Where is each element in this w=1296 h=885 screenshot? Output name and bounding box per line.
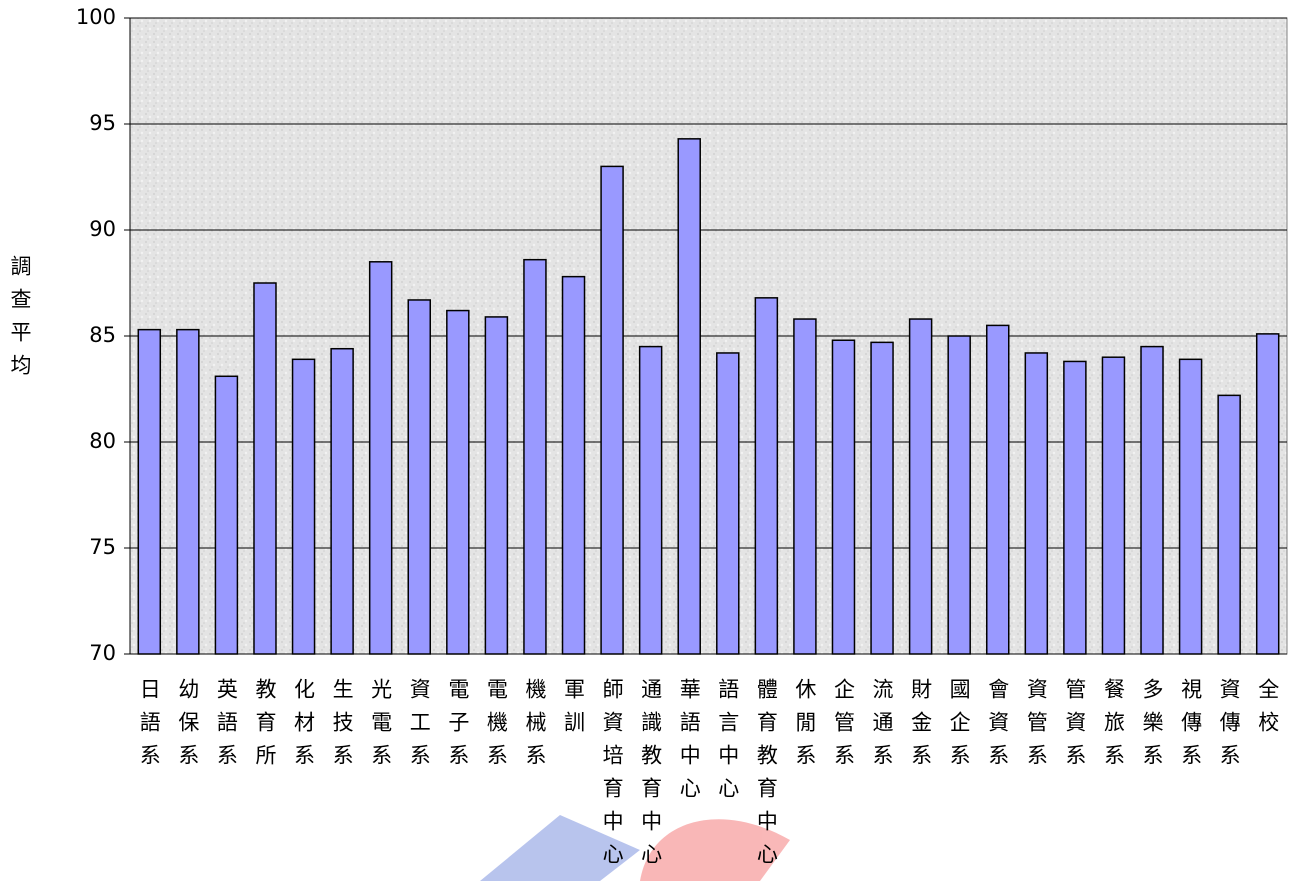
bar — [677, 138, 701, 655]
bar — [831, 339, 856, 655]
x-tick-label: 休閒系 — [793, 678, 817, 777]
bar — [716, 352, 740, 655]
x-tick-label: 電機系 — [484, 678, 508, 777]
x-tick-label: 英語系 — [214, 678, 238, 777]
x-tick-label: 餐旅系 — [1101, 678, 1125, 777]
bar — [870, 341, 894, 655]
x-tick-label: 多樂系 — [1140, 678, 1164, 777]
bar — [793, 318, 817, 655]
x-tick-label: 體育教育中心 — [754, 678, 778, 876]
bar — [253, 282, 277, 655]
bar — [523, 258, 547, 655]
x-tick-label: 語言中心 — [716, 678, 740, 810]
bar — [1217, 394, 1241, 655]
x-tick-label: 流通系 — [870, 678, 894, 777]
bar — [1140, 345, 1164, 655]
x-tick-label: 資工系 — [407, 678, 431, 777]
bar — [368, 261, 393, 655]
bar — [330, 347, 354, 655]
bar — [908, 318, 933, 655]
bar — [214, 375, 239, 655]
x-tick-label: 財金系 — [909, 678, 933, 777]
x-tick-label: 化材系 — [292, 678, 316, 777]
x-tick-label: 視傳系 — [1179, 678, 1203, 777]
x-tick-label: 通識教育中心 — [639, 678, 663, 876]
x-tick-label: 軍訓 — [562, 678, 586, 744]
y-tick-label: 80 — [89, 429, 116, 453]
bar — [1255, 333, 1280, 655]
x-tick-label: 國企系 — [947, 678, 971, 777]
y-tick-label: 75 — [89, 535, 116, 559]
bar — [484, 316, 509, 655]
y-tick-label: 95 — [89, 111, 116, 135]
bar — [407, 299, 431, 655]
y-axis-label: 調查平均 — [8, 255, 32, 387]
watermark — [480, 815, 790, 881]
x-tick-label: 資傳系 — [1217, 678, 1241, 777]
x-tick-label: 資管系 — [1024, 678, 1048, 777]
x-tick-label: 教育所 — [253, 678, 277, 777]
x-tick-label: 會資系 — [986, 678, 1010, 777]
x-tick-label: 全校 — [1256, 678, 1280, 744]
x-tick-label: 生技系 — [330, 678, 354, 777]
bar — [291, 358, 316, 655]
x-tick-label: 華語中心 — [677, 678, 701, 810]
x-tick-label: 機械系 — [523, 678, 547, 777]
bar — [137, 328, 162, 655]
bar — [986, 324, 1010, 655]
bar — [1178, 358, 1203, 655]
bar — [561, 275, 586, 655]
x-tick-label: 幼保系 — [176, 678, 200, 777]
x-tick-label: 電子系 — [446, 678, 470, 777]
x-tick-label: 企管系 — [831, 678, 855, 777]
y-tick-label: 85 — [89, 323, 116, 347]
bar — [446, 309, 470, 655]
y-tick-label: 100 — [76, 5, 116, 29]
x-tick-label: 光電系 — [369, 678, 393, 777]
bar — [754, 297, 779, 655]
bar — [947, 335, 971, 655]
bar — [1101, 356, 1126, 655]
bar — [1024, 352, 1049, 655]
bar — [600, 165, 624, 655]
bar — [638, 345, 663, 655]
x-tick-label: 師資培育中心 — [600, 678, 624, 876]
y-tick-label: 90 — [89, 217, 116, 241]
x-tick-label: 管資系 — [1063, 678, 1087, 777]
y-tick-label: 70 — [89, 641, 116, 665]
bar — [1063, 360, 1087, 655]
bar — [176, 328, 200, 655]
x-tick-label: 日語系 — [137, 678, 161, 777]
